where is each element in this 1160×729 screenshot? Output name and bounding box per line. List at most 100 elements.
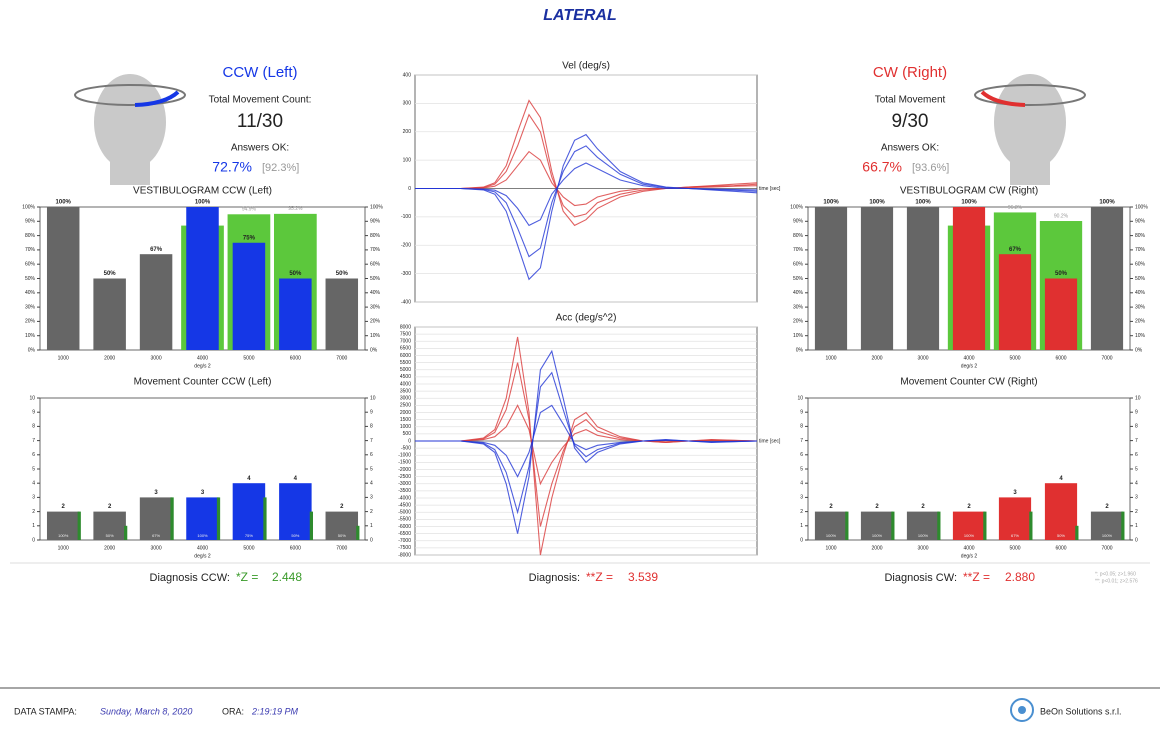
y-tick-label: 9 (32, 410, 35, 416)
bar (233, 483, 266, 540)
y2-tick-label: 10 (1135, 395, 1141, 401)
reference-bar (310, 512, 313, 540)
y-tick-label: -300 (401, 271, 411, 277)
y-tick-label: -7000 (398, 538, 411, 544)
reference-bar (356, 526, 359, 540)
side-heading: CCW (Left) (223, 64, 298, 81)
y-tick-label: -400 (401, 299, 411, 305)
value-label: 2 (829, 504, 833, 510)
x-tick-label: 4000 (963, 355, 974, 361)
y-tick-label: 4500 (400, 374, 411, 380)
bar-note: 100% (197, 533, 208, 538)
x-tick-label: 7000 (336, 545, 347, 551)
y2-tick-label: 8 (1135, 424, 1138, 430)
y-tick-label: -4500 (398, 502, 411, 508)
bar (326, 279, 359, 351)
y2-tick-label: 30% (370, 304, 381, 310)
y-tick-label: 2 (32, 509, 35, 515)
y-tick-label: 0 (32, 537, 35, 543)
y2-tick-label: 1 (370, 523, 373, 529)
trace (415, 135, 757, 280)
x-tick-label: 4000 (963, 545, 974, 551)
y-tick-label: 500 (403, 431, 412, 437)
y2-tick-label: 60% (1135, 262, 1146, 268)
x-tick-label: 5000 (1009, 545, 1020, 551)
value-label: 100% (915, 200, 931, 206)
value-label: 50% (104, 271, 117, 277)
y2-tick-label: 10% (1135, 333, 1146, 339)
time-label: ORA: (222, 706, 244, 716)
z-label: **Z = (586, 570, 613, 584)
y-tick-label: -3500 (398, 488, 411, 494)
y2-tick-label: 80% (370, 233, 381, 239)
y2-tick-label: 10% (370, 333, 381, 339)
y-tick-label: 5 (32, 466, 35, 472)
value-label: 50% (289, 271, 302, 277)
y2-tick-label: 60% (370, 262, 381, 268)
trace (415, 351, 757, 533)
y2-tick-label: 40% (370, 290, 381, 296)
value-label: 2 (108, 504, 112, 510)
answers-ref: [93.6%] (912, 162, 949, 174)
y2-tick-label: 10 (370, 395, 376, 401)
x-tick-label: 5000 (243, 545, 254, 551)
y-tick-label: 40% (793, 290, 804, 296)
y-tick-label: 5500 (400, 360, 411, 366)
bar-note: 67% (152, 533, 160, 538)
bar (233, 243, 266, 350)
y-tick-label: 1000 (400, 424, 411, 430)
y-tick-label: 30% (793, 304, 804, 310)
y2-tick-label: 40% (1135, 290, 1146, 296)
y-tick-label: 300 (403, 101, 412, 107)
reference-bar (1121, 512, 1124, 540)
x-tick-label: 6000 (290, 355, 301, 361)
bar (93, 279, 126, 351)
y2-tick-label: 70% (370, 247, 381, 253)
bar (999, 254, 1031, 350)
x-tick-label: 1000 (58, 545, 69, 551)
y-tick-label: -2500 (398, 474, 411, 480)
y2-tick-label: 2 (1135, 509, 1138, 515)
bar-note: 50% (1057, 533, 1065, 538)
chart-title: Acc (deg/s^2) (556, 313, 617, 324)
y-tick-label: 7500 (400, 331, 411, 337)
y-tick-label: 6000 (400, 353, 411, 359)
value-label: 100% (56, 200, 72, 206)
y-tick-label: -3000 (398, 481, 411, 487)
y-tick-label: 20% (793, 319, 804, 325)
y-tick-label: 2 (800, 509, 803, 515)
chart-title: Vel (deg/s) (562, 61, 610, 72)
y2-tick-label: 0% (1135, 347, 1143, 353)
y-tick-label: 400 (403, 72, 412, 78)
x-axis-label: deg/s 2 (194, 363, 211, 369)
y2-tick-label: 5 (1135, 466, 1138, 472)
charts: VESTIBULOGRAM CCW (Left)0%0%10%10%20%20%… (22, 61, 1148, 560)
x-tick-label: 4000 (197, 545, 208, 551)
z-value: 2.448 (272, 570, 302, 584)
date: Sunday, March 8, 2020 (100, 706, 192, 716)
bar-note: 100% (1102, 533, 1113, 538)
reference-label: 94.9% (242, 207, 257, 213)
x-tick-label: 1000 (825, 355, 836, 361)
y-tick-label: 3 (32, 495, 35, 501)
y2-tick-label: 6 (1135, 452, 1138, 458)
reference-bar (937, 512, 940, 540)
y2-tick-label: 90% (1135, 219, 1146, 225)
x-tick-label: 3000 (917, 355, 928, 361)
answers-label: Answers OK: (231, 143, 289, 154)
x-tick-label: 6000 (290, 545, 301, 551)
x-tick-label: 3000 (151, 355, 162, 361)
y-tick-label: -4000 (398, 495, 411, 501)
value-label: 100% (869, 200, 885, 206)
bar (47, 207, 80, 350)
y-tick-label: 90% (25, 219, 36, 225)
bar-note: 100% (872, 533, 883, 538)
answers: 66.7% (862, 159, 902, 175)
x-tick-label: 3000 (917, 545, 928, 551)
y-tick-label: 100 (403, 157, 412, 163)
value-label: 67% (150, 247, 163, 253)
bar (907, 207, 939, 350)
y-tick-label: -500 (401, 445, 411, 451)
y-tick-label: 20% (25, 319, 36, 325)
x-tick-label: 1000 (825, 545, 836, 551)
